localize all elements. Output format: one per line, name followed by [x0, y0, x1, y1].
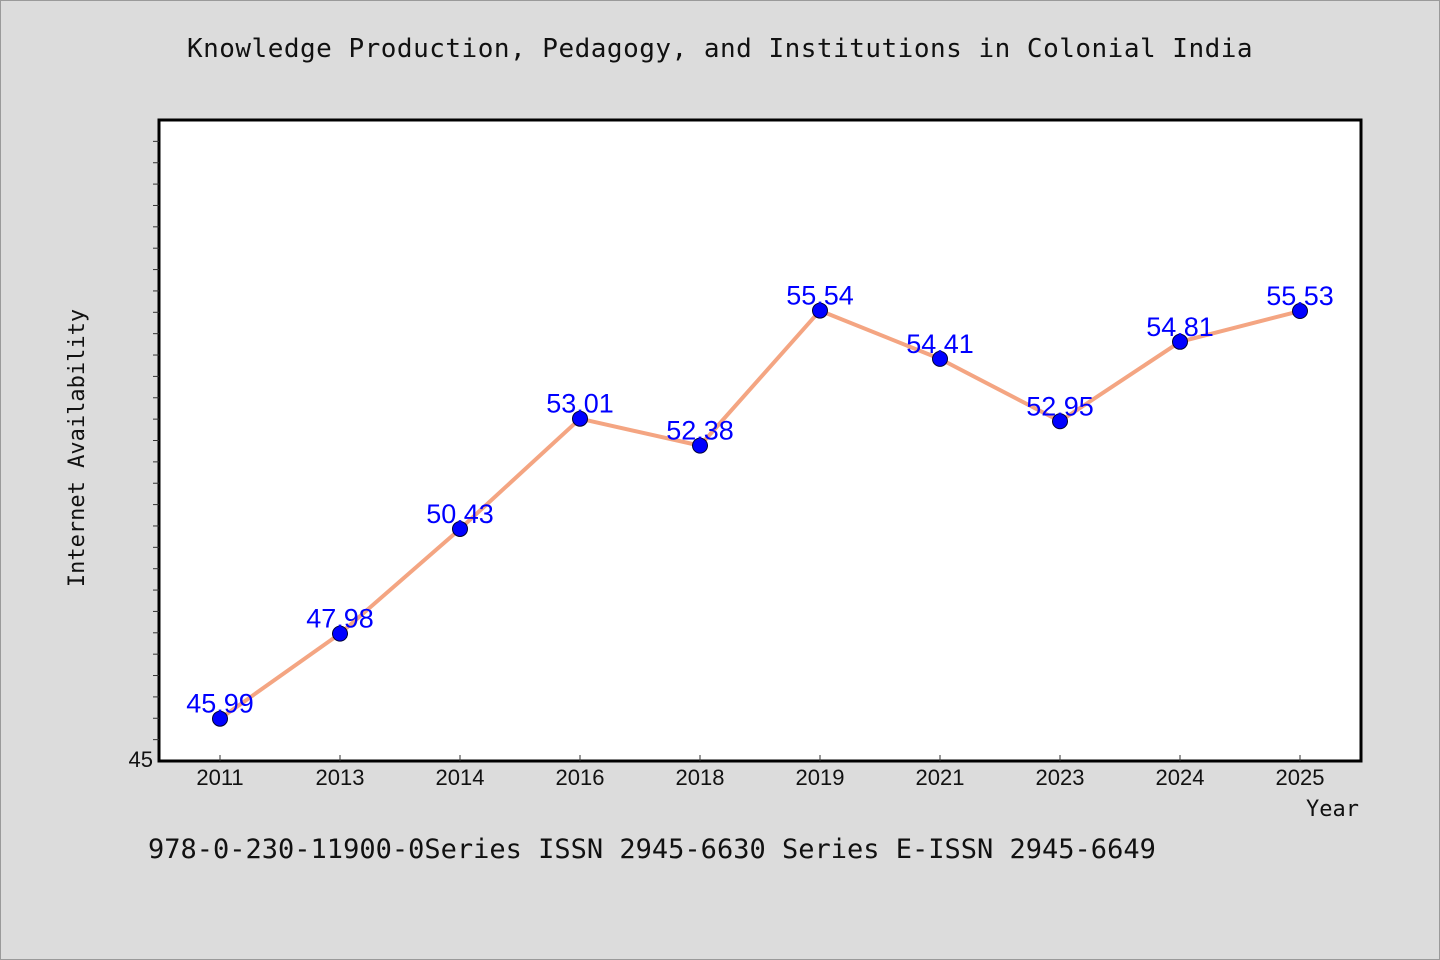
data-label: 47.98: [306, 604, 374, 634]
y-axis-ticks: 45: [129, 140, 159, 772]
data-label: 52.38: [666, 416, 734, 446]
x-axis-title: Year: [1306, 797, 1359, 822]
data-label: 54.81: [1146, 312, 1214, 342]
x-tick-label: 2025: [1276, 765, 1325, 790]
x-tick-label: 2018: [676, 765, 725, 790]
x-tick-label: 2019: [796, 765, 845, 790]
x-tick-label: 2014: [436, 765, 485, 790]
x-tick-label: 2021: [916, 765, 965, 790]
series-line-group: [218, 308, 1301, 721]
data-point: [212, 710, 228, 727]
series-line: [218, 308, 1301, 721]
x-tick-label: 2023: [1036, 765, 1085, 790]
x-tick-label: 2016: [556, 765, 605, 790]
y-tick-label: 45: [129, 747, 153, 772]
plot-area: [157, 118, 1363, 763]
data-point: [692, 437, 708, 454]
data-label: 55.53: [1266, 281, 1334, 311]
data-label: 55.54: [786, 281, 854, 311]
chart-title: Knowledge Production, Pedagogy, and Inst…: [186, 34, 1254, 64]
x-tick-label: 2011: [196, 765, 243, 790]
data-label: 53.01: [546, 389, 614, 419]
data-point: [812, 302, 828, 319]
data-point: [1172, 333, 1188, 350]
data-markers: [212, 302, 1308, 727]
data-label: 54.41: [906, 329, 974, 359]
x-tick-label: 2013: [316, 765, 365, 790]
data-label: 50.43: [426, 499, 494, 529]
data-point: [932, 350, 948, 367]
x-tick-label: 2024: [1156, 765, 1205, 790]
data-point: [572, 410, 588, 427]
data-labels: 45.99 47.98 50.43 53.01 52.38 55.54 54.41 52.95…: [186, 281, 1334, 719]
data-label: 45.99: [186, 689, 254, 719]
footer-isbn-text: 978-0-230-11900-0Series ISSN 2945-6630 S…: [148, 834, 1156, 865]
data-point: [1052, 413, 1068, 430]
data-point: [332, 625, 348, 642]
data-label: 52.95: [1026, 391, 1094, 421]
x-axis-ticks: 2011 2013 2014 2016 2018 2019 2021 2023 2024 2025: [196, 755, 1324, 790]
data-point: [1292, 303, 1308, 320]
y-axis-title: Internet Availability: [65, 309, 90, 587]
data-point: [452, 520, 468, 537]
